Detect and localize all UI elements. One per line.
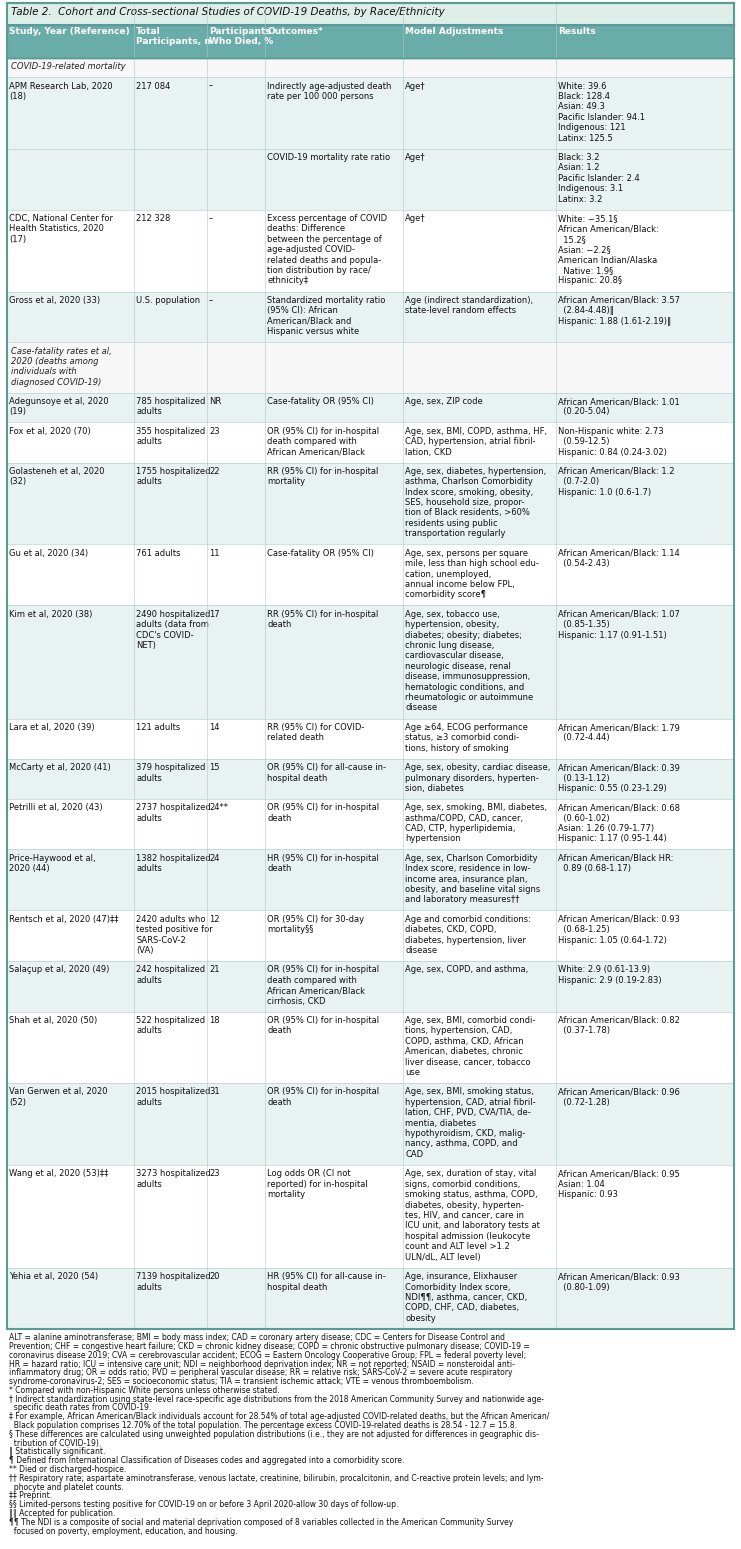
Text: OR (95% CI) for in-hospital
death compared with
African American/Black: OR (95% CI) for in-hospital death compar… — [267, 428, 379, 457]
Text: African American/Black: 0.93
  (0.80-1.09): African American/Black: 0.93 (0.80-1.09) — [558, 1272, 679, 1292]
Bar — [7, 759, 734, 799]
Text: 217 084: 217 084 — [136, 82, 170, 90]
Bar — [7, 209, 734, 291]
Text: 2737 hospitalized
adults: 2737 hospitalized adults — [136, 804, 211, 823]
Text: 18: 18 — [209, 1016, 219, 1025]
Text: 31: 31 — [209, 1087, 219, 1097]
Text: coronavirus disease 2019; CVA = cerebrovascular accident; ECOG = Eastern Oncolog: coronavirus disease 2019; CVA = cerebrov… — [9, 1351, 526, 1360]
Text: ‡‡ Preprint.: ‡‡ Preprint. — [9, 1492, 52, 1501]
Text: McCarty et al, 2020 (41): McCarty et al, 2020 (41) — [9, 764, 110, 771]
Text: 212 328: 212 328 — [136, 214, 170, 223]
Bar — [7, 3, 734, 25]
Bar — [7, 463, 734, 544]
Text: 761 adults: 761 adults — [136, 548, 181, 558]
Text: ‡ For example, African American/Black individuals account for 28.54% of total ag: ‡ For example, African American/Black in… — [9, 1413, 549, 1422]
Text: African American/Black: 0.39
  (0.13-1.12)
Hispanic: 0.55 (0.23-1.29): African American/Black: 0.39 (0.13-1.12)… — [558, 764, 679, 793]
Text: Study, Year (Reference): Study, Year (Reference) — [9, 26, 130, 36]
Text: Age, sex, BMI, COPD, asthma, HF,
CAD, hypertension, atrial fibril-
lation, CKD: Age, sex, BMI, COPD, asthma, HF, CAD, hy… — [405, 428, 548, 457]
Text: COVID-19-related mortality: COVID-19-related mortality — [11, 62, 126, 71]
Text: Age, sex, COPD, and asthma,: Age, sex, COPD, and asthma, — [405, 965, 528, 974]
Bar — [7, 342, 734, 393]
Bar — [7, 25, 734, 57]
Bar — [7, 393, 734, 423]
Text: African American/Black: 1.07
  (0.85-1.35)
Hispanic: 1.17 (0.91-1.51): African American/Black: 1.07 (0.85-1.35)… — [558, 610, 679, 640]
Text: Case-fatality rates et al,
2020 (deaths among
individuals with
diagnosed COVID-1: Case-fatality rates et al, 2020 (deaths … — [11, 347, 112, 387]
Text: Yehia et al, 2020 (54): Yehia et al, 2020 (54) — [9, 1272, 98, 1281]
Text: focused on poverty, employment, education, and housing.: focused on poverty, employment, educatio… — [9, 1527, 238, 1535]
Text: Age, sex, tobacco use,
hypertension, obesity,
diabetes; obesity; diabetes;
chron: Age, sex, tobacco use, hypertension, obe… — [405, 610, 534, 713]
Bar — [7, 1165, 734, 1267]
Bar — [7, 960, 734, 1011]
Bar — [7, 77, 734, 149]
Bar — [7, 606, 734, 719]
Text: Age, sex, BMI, smoking status,
hypertension, CAD, atrial fibril-
lation, CHF, PV: Age, sex, BMI, smoking status, hypertens… — [405, 1087, 536, 1159]
Text: ‖ Statistically significant.: ‖ Statistically significant. — [9, 1447, 105, 1456]
Text: 23: 23 — [209, 1169, 219, 1179]
Text: 2490 hospitalized
adults (data from
CDC's COVID-
NET): 2490 hospitalized adults (data from CDC'… — [136, 610, 210, 651]
Text: tribution of COVID-19).: tribution of COVID-19). — [9, 1439, 102, 1448]
Text: Model Adjustments: Model Adjustments — [405, 26, 504, 36]
Text: White: 39.6
Black: 128.4
Asian: 49.3
Pacific Islander: 94.1
Indigenous: 121
Lati: White: 39.6 Black: 128.4 Asian: 49.3 Pac… — [558, 82, 645, 143]
Text: African American/Black: 0.68
  (0.60-1.02)
Asian: 1.26 (0.79-1.77)
Hispanic: 1.1: African American/Black: 0.68 (0.60-1.02)… — [558, 804, 680, 844]
Text: African American/Black HR:
  0.89 (0.68-1.17): African American/Black HR: 0.89 (0.68-1.… — [558, 853, 674, 874]
Text: †† Respiratory rate; aspartate aminotransferase, venous lactate, creatinine, bil: †† Respiratory rate; aspartate aminotran… — [9, 1473, 544, 1482]
Text: Prevention; CHF = congestive heart failure; CKD = chronic kidney disease; COPD =: Prevention; CHF = congestive heart failu… — [9, 1341, 530, 1351]
Text: Excess percentage of COVID
deaths: Difference
between the percentage of
age-adju: Excess percentage of COVID deaths: Diffe… — [267, 214, 388, 285]
Text: Age†: Age† — [405, 214, 426, 223]
Text: Log odds OR (CI not
reported) for in-hospital
mortality: Log odds OR (CI not reported) for in-hos… — [267, 1169, 368, 1199]
Text: 12: 12 — [209, 915, 219, 923]
Text: Age, sex, BMI, comorbid condi-
tions, hypertension, CAD,
COPD, asthma, CKD, Afri: Age, sex, BMI, comorbid condi- tions, hy… — [405, 1016, 536, 1077]
Text: African American/Black: 0.96
  (0.72-1.28): African American/Black: 0.96 (0.72-1.28) — [558, 1087, 679, 1108]
Text: phocyte and platelet counts.: phocyte and platelet counts. — [9, 1482, 124, 1492]
Text: Age and comorbid conditions:
diabetes, CKD, COPD,
diabetes, hypertension, liver
: Age and comorbid conditions: diabetes, C… — [405, 915, 531, 956]
Text: syndrome-coronavirus-2; SES = socioeconomic status; TIA = transient ischemic att: syndrome-coronavirus-2; SES = socioecono… — [9, 1377, 473, 1386]
Text: RR (95% CI) for in-hospital
death: RR (95% CI) for in-hospital death — [267, 610, 379, 629]
Text: Golasteneh et al, 2020
(32): Golasteneh et al, 2020 (32) — [9, 466, 104, 486]
Text: Black population comprises 12.70% of the total population. The percentage excess: Black population comprises 12.70% of the… — [9, 1420, 517, 1430]
Text: Outcomes*: Outcomes* — [267, 26, 323, 36]
Bar — [7, 1011, 734, 1083]
Text: 785 hospitalized
adults: 785 hospitalized adults — [136, 397, 205, 417]
Text: Non-Hispanic white: 2.73
  (0.59-12.5)
Hispanic: 0.84 (0.24-3.02): Non-Hispanic white: 2.73 (0.59-12.5) His… — [558, 428, 667, 457]
Text: White: −35.1§
African American/Black:
  15.2§
Asian: −2.2§
American Indian/Alask: White: −35.1§ African American/Black: 15… — [558, 214, 659, 285]
Text: 11: 11 — [209, 548, 219, 558]
Text: African American/Black: 0.93
  (0.68-1.25)
Hispanic: 1.05 (0.64-1.72): African American/Black: 0.93 (0.68-1.25)… — [558, 915, 679, 945]
Bar — [7, 1267, 734, 1329]
Text: Adegunsoye et al, 2020
(19): Adegunsoye et al, 2020 (19) — [9, 397, 109, 417]
Bar — [7, 719, 734, 759]
Text: Wang et al, 2020 (53)‡‡: Wang et al, 2020 (53)‡‡ — [9, 1169, 108, 1179]
Text: §§ Limited-persons testing positive for COVID-19 on or before 3 April 2020-allow: §§ Limited-persons testing positive for … — [9, 1501, 399, 1509]
Text: § These differences are calculated using unweighted population distributions (i.: § These differences are calculated using… — [9, 1430, 539, 1439]
Bar — [7, 799, 734, 849]
Text: Age, sex, Charlson Comorbidity
Index score, residence in low-
income area, insur: Age, sex, Charlson Comorbidity Index sco… — [405, 853, 540, 905]
Text: Salaçup et al, 2020 (49): Salaçup et al, 2020 (49) — [9, 965, 110, 974]
Text: Gu et al, 2020 (34): Gu et al, 2020 (34) — [9, 548, 88, 558]
Text: Results: Results — [558, 26, 596, 36]
Text: HR (95% CI) for all-cause in-
hospital death: HR (95% CI) for all-cause in- hospital d… — [267, 1272, 386, 1292]
Text: African American/Black: 1.2
  (0.7-2.0)
Hispanic: 1.0 (0.6-1.7): African American/Black: 1.2 (0.7-2.0) Hi… — [558, 466, 674, 497]
Text: Fox et al, 2020 (70): Fox et al, 2020 (70) — [9, 428, 90, 435]
Bar — [7, 423, 734, 463]
Text: Participants
Who Died, %: Participants Who Died, % — [209, 26, 273, 46]
Bar — [7, 1083, 734, 1165]
Bar — [7, 57, 734, 77]
Text: Age ≥64, ECOG performance
status, ≥3 comorbid condi-
tions, history of smoking: Age ≥64, ECOG performance status, ≥3 com… — [405, 723, 528, 753]
Text: Petrilli et al, 2020 (43): Petrilli et al, 2020 (43) — [9, 804, 102, 812]
Text: RR (95% CI) for in-hospital
mortality: RR (95% CI) for in-hospital mortality — [267, 466, 379, 486]
Text: inflammatory drug; OR = odds ratio; PVD = peripheral vascular disease; RR = rela: inflammatory drug; OR = odds ratio; PVD … — [9, 1368, 513, 1377]
Text: ¶ Defined from International Classification of Diseases codes and aggregated int: ¶ Defined from International Classificat… — [9, 1456, 405, 1465]
Text: African American/Black: 1.79
  (0.72-4.44): African American/Black: 1.79 (0.72-4.44) — [558, 723, 679, 742]
Text: 14: 14 — [209, 723, 219, 733]
Text: Case-fatality OR (95% CI): Case-fatality OR (95% CI) — [267, 397, 374, 406]
Text: Price-Haywood et al,
2020 (44): Price-Haywood et al, 2020 (44) — [9, 853, 96, 874]
Text: Total
Participants, n: Total Participants, n — [136, 26, 211, 46]
Text: 1755 hospitalized
adults: 1755 hospitalized adults — [136, 466, 210, 486]
Text: 2015 hospitalized
adults: 2015 hospitalized adults — [136, 1087, 210, 1108]
Text: –: – — [209, 82, 213, 90]
Text: specific death rates from COVID-19.: specific death rates from COVID-19. — [9, 1403, 151, 1413]
Text: African American/Black: 1.01
  (0.20-5.04): African American/Black: 1.01 (0.20-5.04) — [558, 397, 679, 417]
Text: Standardized mortality ratio
(95% CI): African
American/Black and
Hispanic versu: Standardized mortality ratio (95% CI): A… — [267, 296, 385, 336]
Text: –: – — [209, 296, 213, 305]
Text: 22: 22 — [209, 466, 219, 476]
Text: African American/Black: 1.14
  (0.54-2.43): African American/Black: 1.14 (0.54-2.43) — [558, 548, 679, 568]
